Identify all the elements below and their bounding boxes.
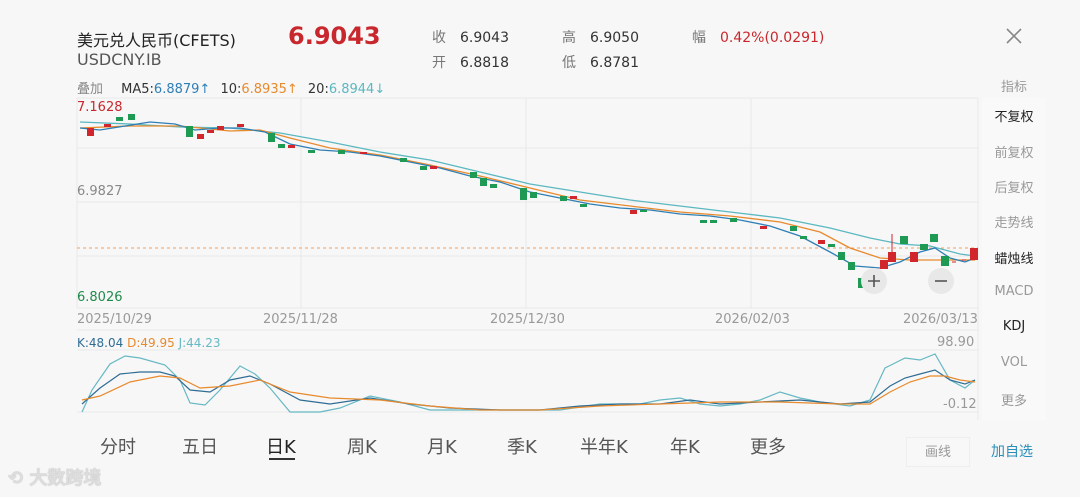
tab-half-year-k[interactable]: 半年K (580, 437, 628, 458)
tab-five-day[interactable]: 五日 (182, 437, 218, 458)
option-more[interactable]: 更多 (1000, 394, 1027, 409)
high-label: 高 (562, 30, 576, 46)
change-value: 0.42%(0.0291) (720, 30, 825, 46)
watermark-logo-icon: ⟲ (8, 468, 30, 489)
low-label: 低 (562, 55, 576, 71)
date-label: 2025/11/28 (263, 312, 338, 327)
option-macd[interactable]: MACD (994, 284, 1034, 299)
kdj-grid (77, 349, 978, 413)
kdj-j-value: J:44.23 (178, 336, 221, 350)
tab-quarterly-k[interactable]: 季K (507, 437, 537, 458)
close-value: 6.9043 (460, 30, 509, 46)
draw-line-button[interactable]: 画线 (906, 437, 970, 467)
change-label: 幅 (692, 30, 706, 46)
option-candlestick[interactable]: 蜡烛线 (994, 252, 1034, 267)
price-axis-mid: 6.9827 (77, 184, 123, 199)
price-axis-min: 6.8026 (77, 290, 123, 305)
kdj-legend: K:48.04 D:49.95 J:44.23 (77, 336, 221, 350)
instrument-symbol: USDCNY.IB (77, 50, 162, 69)
add-to-watchlist-button[interactable]: 加自选 (991, 444, 1033, 460)
high-value: 6.9050 (590, 30, 639, 46)
ma10-name: 10: (220, 82, 242, 97)
quote-close: 收 6.9043 (432, 27, 509, 47)
tab-more[interactable]: 更多 (750, 437, 786, 458)
ma10-value: 6.8935↑ (241, 82, 298, 97)
zoom-in-button[interactable] (861, 268, 887, 294)
option-no-adjust[interactable]: 不复权 (994, 110, 1034, 125)
kdj-axis-max: 98.90 (937, 335, 975, 350)
ma10-line (79, 125, 975, 261)
kdj-j-line (81, 353, 976, 413)
option-line-chart[interactable]: 走势线 (994, 216, 1034, 231)
tab-monthly-k[interactable]: 月K (427, 437, 457, 458)
quote-low: 低 6.8781 (562, 52, 639, 72)
ma20-line (79, 121, 976, 257)
tab-weekly-k[interactable]: 周K (347, 437, 377, 458)
tab-yearly-k[interactable]: 年K (670, 437, 700, 458)
date-label: 2025/10/29 (77, 312, 152, 327)
zoom-out-button[interactable] (928, 268, 954, 294)
open-value: 6.8818 (460, 55, 509, 71)
price-grid (76, 97, 979, 420)
kdj-d-value: D:49.95 (127, 336, 175, 350)
quote-high: 高 6.9050 (562, 27, 639, 47)
kdj-d-line (81, 375, 976, 411)
ma20-value: 6.8944↓ (328, 82, 386, 97)
close-label: 收 (432, 30, 446, 46)
candles (87, 114, 978, 288)
date-label: 2026/03/13 (903, 312, 978, 327)
option-backward-adjust[interactable]: 后复权 (994, 181, 1034, 196)
ma5-value: 6.8879↑ (153, 82, 211, 97)
price-axis-max: 7.1628 (77, 100, 123, 115)
date-label: 2026/02/03 (715, 312, 790, 327)
date-label: 2025/12/30 (490, 312, 565, 327)
open-label: 开 (432, 55, 446, 71)
overlay-label[interactable]: 叠加 (77, 82, 104, 97)
option-vol[interactable]: VOL (1000, 355, 1028, 370)
ma-overlay: 叠加 MA5:6.8879↑ 10:6.8935↑ 20:6.8944↓ (77, 78, 385, 97)
period-tabs: 分时 五日 日K 周K 月K 季K 半年K 年K 更多 (80, 425, 786, 465)
close-icon[interactable] (1002, 24, 1026, 48)
quote-change: 幅 0.42%(0.0291) (692, 27, 824, 47)
ma5-name: MA5: (121, 82, 154, 97)
tab-intraday[interactable]: 分时 (100, 437, 136, 458)
quote-open: 开 6.8818 (432, 52, 509, 72)
indicator-panel (982, 98, 1046, 420)
option-kdj[interactable]: KDJ (1002, 319, 1026, 334)
option-forward-adjust[interactable]: 前复权 (994, 146, 1034, 161)
watermark-text: 大数跨境 (29, 468, 102, 489)
ma20-name: 20: (307, 82, 329, 97)
tab-daily-k[interactable]: 日K (266, 437, 296, 458)
ma5-line (79, 121, 976, 269)
kdj-k-value: K:48.04 (77, 336, 124, 350)
current-price: 6.9043 (288, 22, 381, 50)
indicator-header[interactable]: 指标 (1000, 80, 1027, 95)
watermark: ⟲ 大数跨境 (8, 464, 101, 490)
low-value: 6.8781 (590, 55, 639, 71)
kdj-axis-min: -0.12 (943, 397, 977, 412)
active-tab-underline (269, 458, 295, 460)
instrument-title: 美元兑人民币(CFETS) (77, 31, 236, 50)
